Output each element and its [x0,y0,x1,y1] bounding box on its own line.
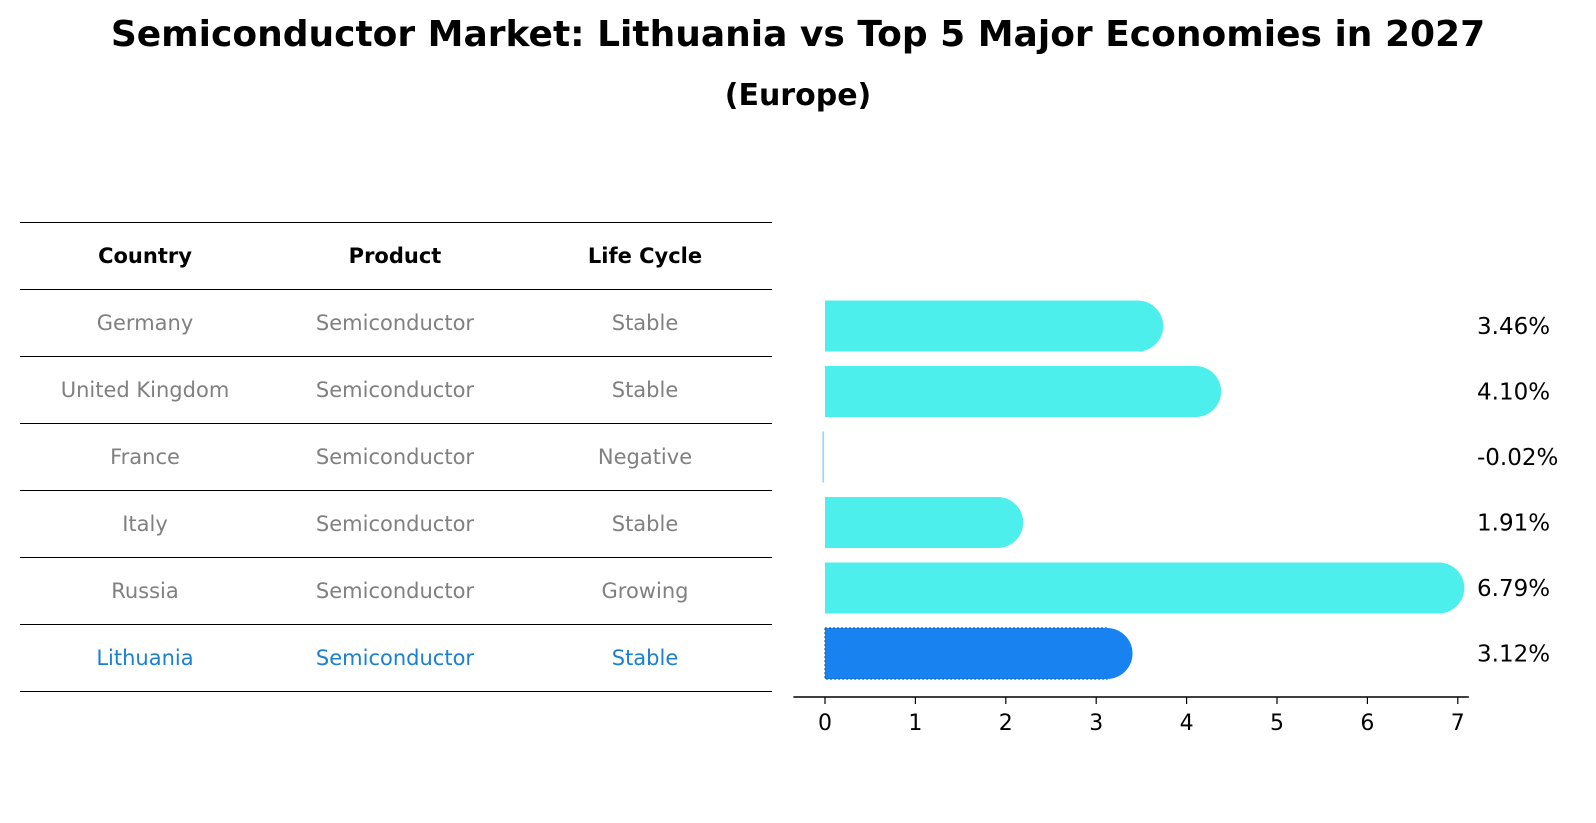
chart-subtitle: (Europe) [724,78,872,113]
table-row: France Semiconductor Negative [20,424,772,491]
table-row: Italy Semiconductor Stable [20,491,772,558]
header-country: Country [98,244,192,268]
product-cell: Semiconductor [315,378,475,402]
x-tick-label: 7 [1451,711,1465,736]
life-cycle-cell: Stable [611,646,679,670]
bar [825,562,1465,614]
life-cycle-cell: Growing [601,579,689,603]
table-row: United Kingdom Semiconductor Stable [20,357,772,424]
bar [824,627,1133,680]
x-tick-label: 0 [818,711,832,736]
product-cell: Semiconductor [315,579,475,603]
product-cell: Semiconductor [315,445,475,469]
x-tick-label: 2 [999,711,1013,736]
value-label: 1.91% [1477,511,1550,537]
x-tick-label: 4 [1180,711,1194,736]
table-row: Russia Semiconductor Growing [20,558,772,625]
x-tick-label: 1 [908,711,922,736]
life-cycle-cell: Stable [611,512,679,536]
product-cell: Semiconductor [315,512,475,536]
x-tick-label: 6 [1360,711,1374,736]
value-label: -0.02% [1477,445,1558,471]
bar [825,300,1164,352]
value-label: 4.10% [1477,380,1550,406]
country-cell: Russia [111,579,179,603]
life-cycle-cell: Negative [597,445,693,469]
table-header-row: Country Product Life Cycle [20,222,772,290]
value-label: 6.79% [1477,576,1550,602]
product-cell: Semiconductor [315,311,475,335]
chart-title: Semiconductor Market: Lithuania vs Top 5… [110,14,1486,55]
country-cell: France [110,445,180,469]
value-label: 3.12% [1477,642,1550,668]
comparison-table: Country Product Life Cycle Germany Semic… [20,222,772,692]
x-tick-label: 3 [1089,711,1103,736]
x-tick-label: 5 [1270,711,1284,736]
table-row-highlight: Lithuania Semiconductor Stable [20,625,772,692]
product-cell: Semiconductor [315,646,475,670]
header-product: Product [348,244,442,268]
life-cycle-cell: Stable [611,311,679,335]
bar [825,366,1222,417]
header-life-cycle: Life Cycle [587,244,703,268]
country-cell: Lithuania [96,646,194,670]
value-label: 3.46% [1477,314,1550,340]
country-cell: Germany [96,311,194,335]
bar [825,497,1024,548]
country-cell: United Kingdom [60,378,230,402]
life-cycle-cell: Stable [611,378,679,402]
table-row: Germany Semiconductor Stable [20,290,772,357]
country-cell: Italy [122,512,168,536]
